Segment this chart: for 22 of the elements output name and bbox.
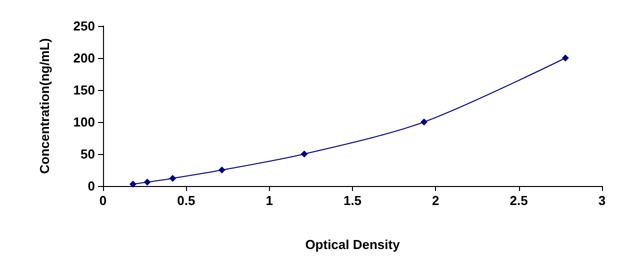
x-tick-label: 0.5	[177, 193, 196, 208]
y-tick-label: 50	[80, 146, 95, 162]
y-tick-label: 200	[73, 50, 95, 66]
point	[562, 54, 569, 62]
x-tick-label: 2.5	[510, 193, 528, 208]
x-axis-title: Optical Density	[305, 237, 401, 252]
y-tick-label: 100	[73, 114, 95, 130]
point	[218, 166, 226, 174]
x-tick-label: 3	[598, 193, 606, 208]
y-tick-label: 250	[73, 18, 95, 34]
point	[169, 174, 176, 182]
point	[300, 150, 308, 158]
x-tick-label: 1.5	[343, 193, 362, 208]
y-tick-label: 150	[73, 82, 95, 98]
point	[420, 118, 428, 126]
x-tick-label: 1	[266, 193, 273, 208]
point	[144, 178, 151, 186]
x-tick-label: 2	[432, 193, 440, 208]
y-axis-title: Concentration(ng/mL)	[37, 38, 52, 174]
point	[129, 180, 136, 188]
y-tick-label: 0	[88, 178, 95, 194]
x-tick-label: 0	[99, 193, 107, 208]
